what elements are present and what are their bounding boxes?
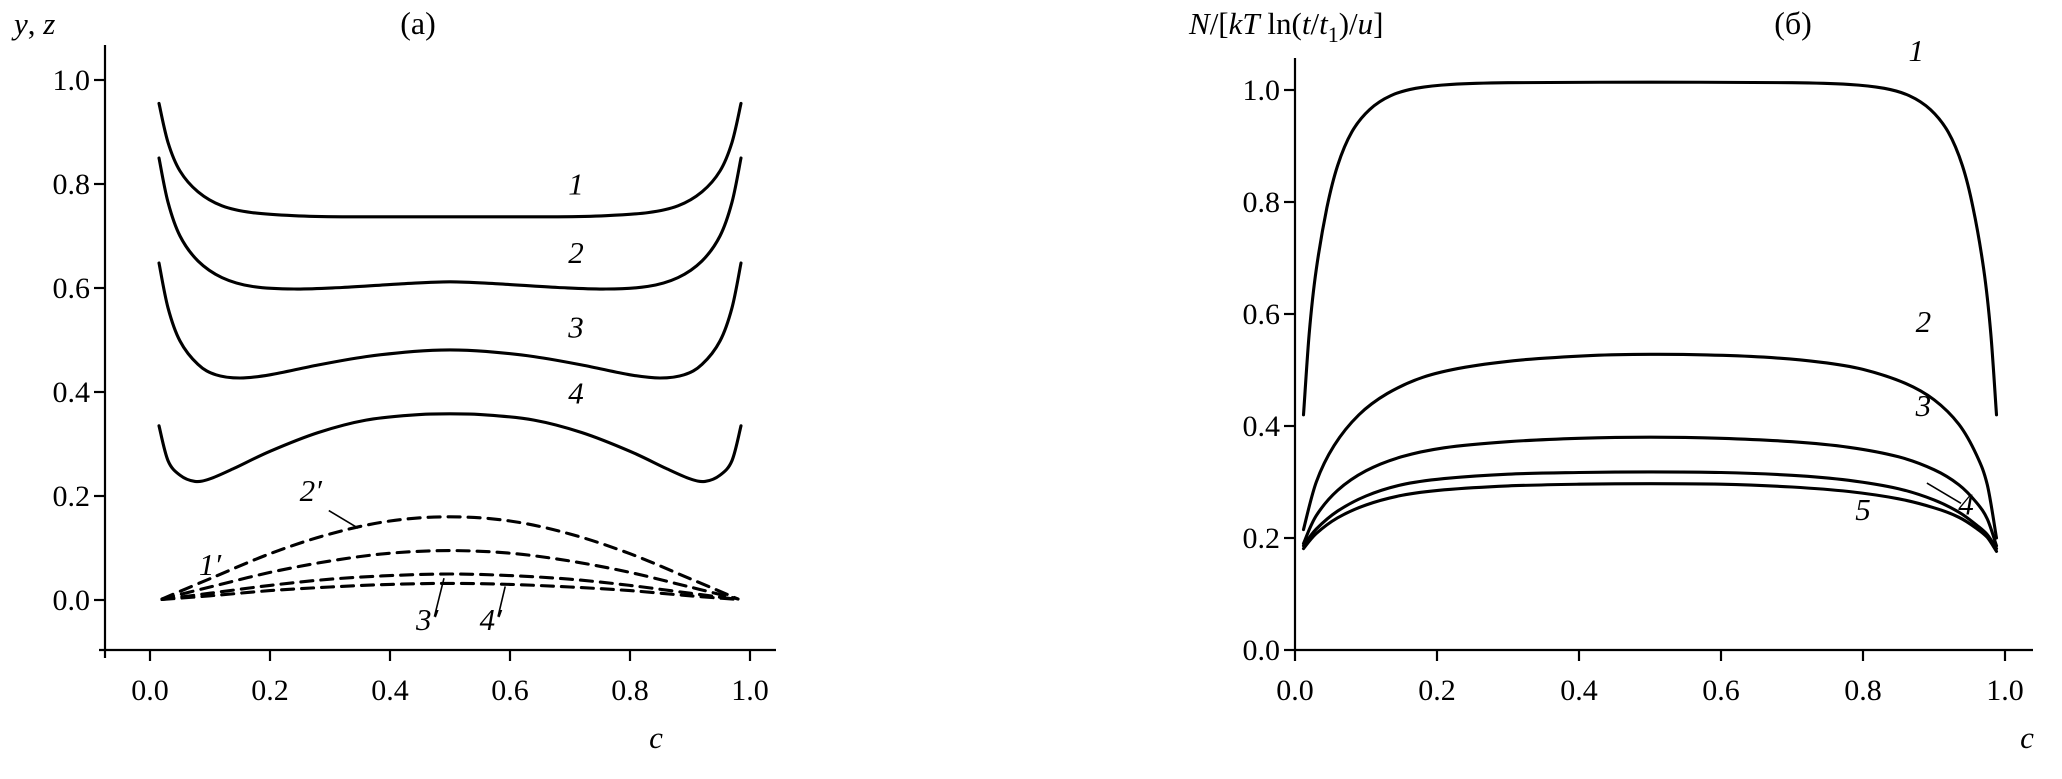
x-axis-title: c — [649, 720, 663, 755]
curve-3 — [1301, 435, 1999, 548]
y-tick-label: 0.2 — [53, 480, 91, 513]
curve-1 — [157, 101, 743, 219]
y-tick-label: 0.8 — [1243, 186, 1281, 219]
x-tick-label: 0.8 — [1844, 674, 1882, 707]
curve-3′ — [160, 572, 740, 602]
y-tick-label: 0.6 — [1243, 298, 1281, 331]
curve-label-2′: 2′ — [300, 473, 324, 508]
panel-title: (а) — [400, 5, 436, 41]
curve-4 — [1301, 470, 1999, 551]
curve-label-4: 4 — [1958, 486, 1974, 521]
curve-label-2: 2 — [1916, 304, 1932, 339]
y-tick-label: 0.8 — [53, 168, 91, 201]
x-tick-label: 0.2 — [1418, 674, 1456, 707]
curve-label-1: 1 — [568, 166, 584, 201]
y-tick-label: 0.4 — [53, 376, 91, 409]
x-tick-label: 0.0 — [131, 674, 169, 707]
leader-line-3′ — [433, 577, 445, 617]
x-tick-label: 0.8 — [611, 674, 649, 707]
x-tick-label: 0.0 — [1276, 674, 1314, 707]
curve-2′ — [160, 515, 740, 601]
curve-label-1′: 1′ — [199, 547, 223, 582]
leader-line-4 — [1926, 482, 1962, 504]
x-axis-title: c — [2020, 720, 2034, 755]
curve-1 — [1301, 80, 1999, 417]
curve-2 — [1301, 352, 1999, 540]
x-tick-label: 0.6 — [491, 674, 529, 707]
curve-1′ — [160, 549, 740, 601]
curve-4 — [157, 412, 743, 484]
curve-label-5: 5 — [1855, 492, 1871, 527]
x-tick-label: 0.4 — [1560, 674, 1598, 707]
panel-title: (б) — [1774, 5, 1812, 41]
chart-panel-b: 0.0 0.2 0.4 0.6 0.8 1.0 0.0 0.2 0.4 0.6 0.8 1.0 1 2 3 5… — [1188, 5, 2034, 755]
y-tick-label: 1.0 — [53, 64, 91, 97]
y-tick-label: 1.0 — [1243, 74, 1281, 107]
x-tick-label: 1.0 — [1986, 674, 2024, 707]
curve-2 — [157, 156, 743, 291]
y-axis-title: N/[kT ln(t/t1)/u] — [1188, 6, 1383, 47]
x-tick-label: 0.2 — [251, 674, 289, 707]
x-tick-label: 1.0 — [731, 674, 769, 707]
chart-panel-a: 0.0 0.2 0.4 0.6 0.8 1.0 0.0 0.2 0.4 0.6 0.8 1.0 1 2 3 4… — [11, 5, 776, 755]
x-tick-label: 0.6 — [1702, 674, 1740, 707]
curve-5 — [1301, 482, 1999, 553]
y-axis-title: y, z — [11, 6, 55, 41]
leader-line-2′ — [328, 509, 359, 529]
curve-label-4′: 4′ — [480, 602, 504, 637]
y-tick-label: 0.0 — [1243, 634, 1281, 667]
curve-label-2: 2 — [568, 235, 584, 270]
y-tick-label: 0.0 — [53, 584, 91, 617]
curve-label-3: 3 — [567, 309, 584, 344]
curve-label-3′: 3′ — [415, 602, 440, 637]
y-tick-label: 0.2 — [1243, 522, 1281, 555]
x-tick-label: 0.4 — [371, 674, 409, 707]
leader-line-4′ — [497, 586, 506, 617]
curve-label-1: 1 — [1909, 33, 1925, 68]
curve-label-4: 4 — [568, 375, 584, 410]
y-tick-label: 0.4 — [1243, 410, 1281, 443]
curve-label-3: 3 — [1915, 388, 1932, 423]
curve-3 — [157, 261, 743, 380]
y-tick-label: 0.6 — [53, 272, 91, 305]
curve-4′ — [160, 581, 740, 602]
